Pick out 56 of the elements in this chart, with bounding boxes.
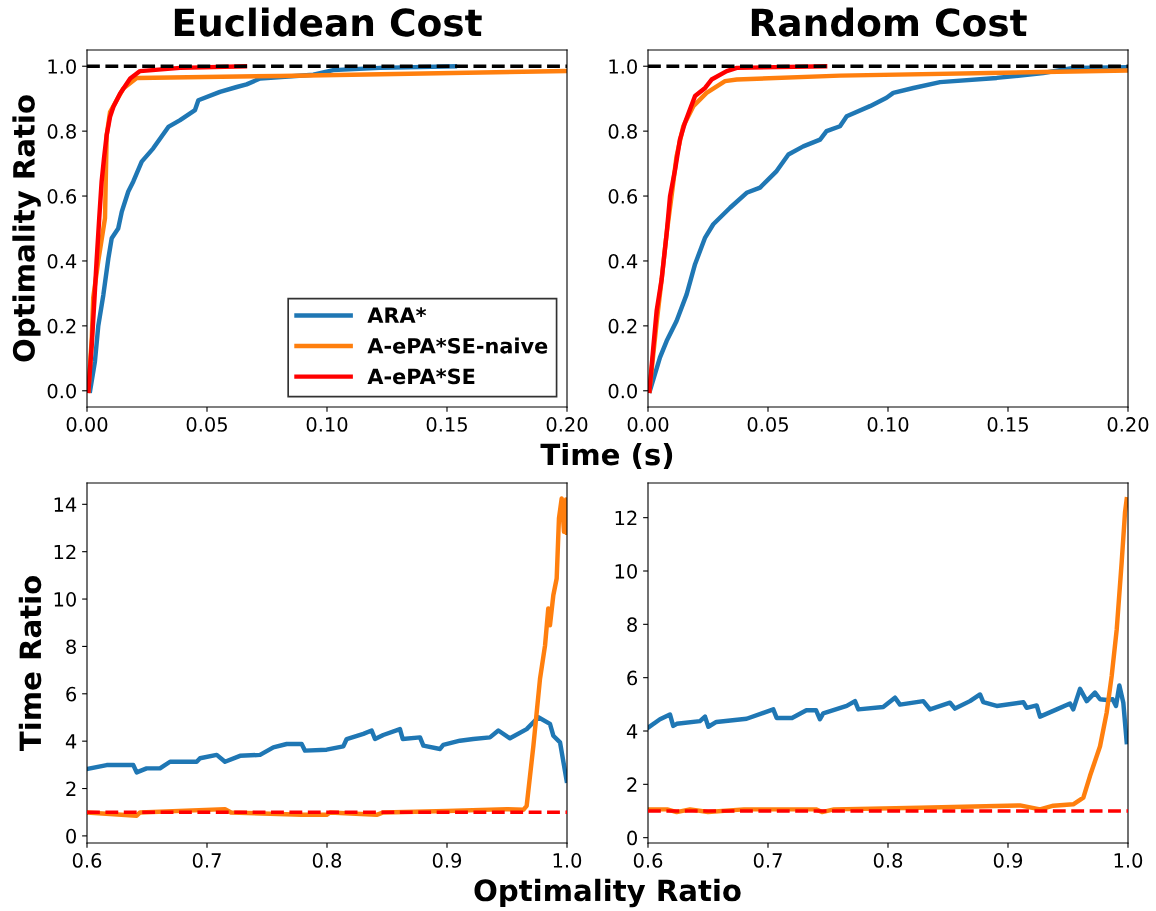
chart-title: Random Cost — [751, 7, 1027, 37]
x-tick-label: 1.0 — [1114, 853, 1143, 868]
x-tick-label: 0.15 — [987, 417, 1028, 432]
legend-label: ARA* — [367, 307, 427, 323]
y-tick-label: 12 — [615, 510, 637, 526]
y-tick-label: 0.0 — [47, 383, 76, 399]
y-tick-label: 1.0 — [609, 59, 637, 74]
y-tick-label: 0.8 — [47, 124, 76, 139]
x-tick-label: 0.00 — [627, 417, 669, 432]
chart-title: Euclidean Cost — [174, 7, 482, 37]
y-tick-label: 6 — [627, 670, 638, 686]
y-axis-title: Optimality Ratio — [12, 95, 41, 362]
x-tick-label: 0.7 — [753, 853, 782, 868]
x-tick-label: 0.00 — [66, 417, 108, 432]
x-tick-label: 0.20 — [1107, 417, 1149, 432]
y-tick-label: 0.4 — [608, 253, 638, 269]
y-tick-label: 6 — [66, 686, 77, 702]
y-tick-label: 0 — [627, 830, 637, 846]
x-axis-title: Time (s) — [540, 442, 673, 469]
legend-label: A-ePA*SE — [367, 368, 475, 385]
x-tick-label: 0.7 — [192, 853, 221, 868]
y-tick-label: 10 — [615, 563, 637, 579]
y-tick-label: 10 — [54, 592, 76, 607]
line-series — [648, 683, 1128, 745]
x-tick-label: 0.05 — [747, 417, 788, 432]
y-tick-label: 0 — [66, 828, 76, 844]
y-tick-label: 14 — [54, 497, 77, 512]
y-tick-label: 0.8 — [608, 124, 637, 139]
y-tick-label: 0.6 — [608, 189, 638, 204]
y-tick-label: 8 — [66, 639, 76, 655]
x-tick-label: 0.9 — [432, 853, 462, 868]
x-tick-label: 0.20 — [546, 417, 588, 432]
y-tick-label: 0.0 — [608, 383, 637, 399]
y-tick-label: 2 — [66, 781, 76, 796]
y-tick-label: 4 — [65, 734, 77, 749]
legend-label: A-ePA*SE-naive — [367, 337, 548, 354]
y-tick-label: 1.0 — [48, 59, 76, 74]
y-tick-label: 4 — [626, 724, 638, 739]
x-tick-label: 0.15 — [426, 417, 467, 432]
y-tick-label: 2 — [627, 777, 637, 792]
y-tick-label: 0.6 — [47, 189, 77, 204]
x-tick-label: 0.10 — [306, 417, 348, 432]
y-tick-label: 0.2 — [608, 318, 637, 334]
x-tick-label: 1.0 — [553, 853, 582, 868]
line-series — [87, 715, 567, 783]
y-tick-label: 0.2 — [47, 318, 76, 334]
x-tick-label: 0.9 — [993, 853, 1023, 868]
x-axis-title: Optimality Ratio — [474, 878, 741, 908]
y-axis-title: Time Ratio — [18, 576, 42, 752]
x-tick-label: 0.8 — [873, 853, 903, 868]
x-tick-label: 0.05 — [186, 417, 227, 432]
x-tick-label: 0.8 — [312, 853, 342, 868]
y-tick-label: 12 — [54, 544, 76, 560]
y-tick-label: 8 — [627, 617, 637, 632]
y-tick-label: 0.4 — [47, 253, 77, 269]
x-tick-label: 0.10 — [867, 417, 909, 432]
